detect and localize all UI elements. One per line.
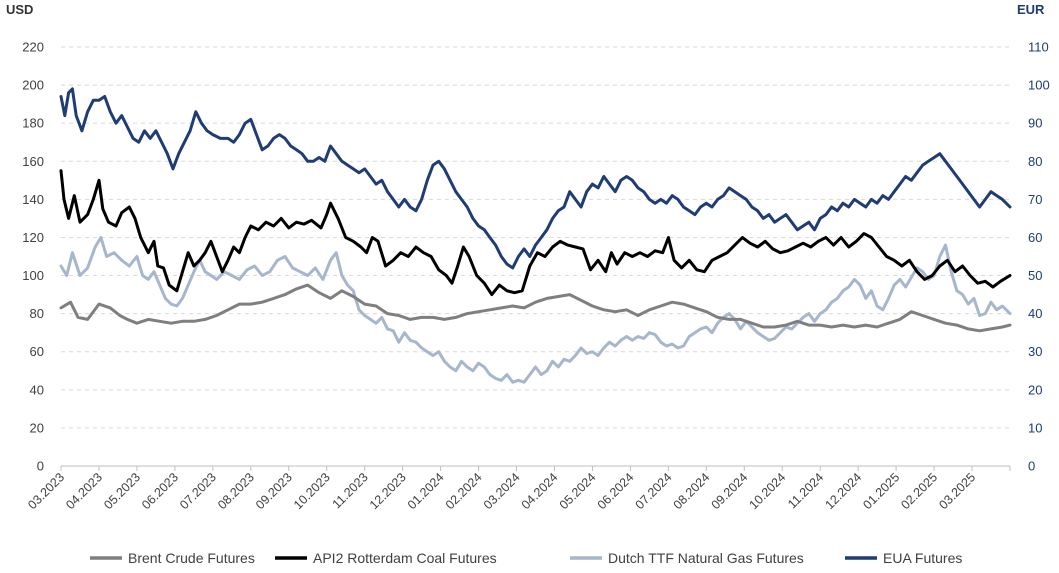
x-tick-label: 11.2024	[785, 470, 826, 511]
legend: Brent Crude Futures API2 Rotterdam Coal F…	[90, 550, 962, 566]
x-tick-label: 06.2024	[595, 470, 637, 512]
series-line-3	[59, 87, 1012, 270]
y-left-tick-label: 0	[37, 459, 44, 474]
series-line-2	[59, 236, 1012, 384]
x-tick-label: 05.2024	[557, 470, 599, 512]
y-left-tick-label: 200	[22, 78, 44, 93]
x-tick-label: 03.2024	[481, 470, 523, 512]
legend-label: Dutch TTF Natural Gas Futures	[608, 550, 804, 566]
y-right-tick-label: 30	[1028, 344, 1042, 359]
x-tick-labels: 03.202304.202305.202306.202307.202308.20…	[25, 470, 978, 512]
legend-label: EUA Futures	[883, 550, 962, 566]
y-left-axis-label: USD	[6, 2, 33, 17]
series-line-1	[59, 169, 1012, 297]
x-tick-label: 01.2025	[860, 470, 902, 512]
x-tick-label: 10.2023	[291, 470, 333, 512]
x-tick-label: 07.2024	[633, 470, 675, 512]
y-left-tick-label: 100	[22, 268, 44, 283]
y-right-tick-label: 40	[1028, 306, 1042, 321]
series-line-0	[59, 283, 1012, 333]
x-tick-label: 02.2024	[443, 470, 485, 512]
x-tick-label: 09.2024	[709, 470, 751, 512]
y-right-axis-label: EUR	[1017, 2, 1045, 17]
y-right-tick-label: 20	[1028, 382, 1042, 397]
x-tick-label: 02.2025	[898, 470, 940, 512]
x-tick-label: 08.2024	[671, 470, 713, 512]
y-left-tick-label: 140	[22, 192, 44, 207]
x-tick-label: 03.2023	[25, 470, 67, 512]
y-right-tick-label: 80	[1028, 154, 1042, 169]
legend-label: API2 Rotterdam Coal Futures	[313, 550, 497, 566]
y-right-tick-label: 50	[1028, 268, 1042, 283]
x-tick-label: 11.2023	[330, 470, 371, 511]
x-tick-label: 12.2024	[822, 470, 864, 512]
x-tick-label: 03.2025	[936, 470, 978, 512]
y-left-tick-label: 80	[30, 306, 44, 321]
y-right-tick-label: 100	[1028, 78, 1050, 93]
y-right-tick-label: 10	[1028, 420, 1042, 435]
y-left-tick-label: 180	[22, 116, 44, 131]
y-right-tick-label: 0	[1028, 459, 1035, 474]
legend-label: Brent Crude Futures	[128, 550, 255, 566]
y-right-tick-label: 110	[1028, 40, 1049, 55]
y-left-tick-labels: 0 20 40 60 80 100 120 140 160 180 200 220	[22, 40, 44, 474]
y-left-tick-label: 60	[30, 344, 44, 359]
series-lines	[59, 87, 1012, 384]
gridlines	[61, 46, 1010, 429]
y-right-tick-label: 60	[1028, 230, 1042, 245]
x-tick-label: 10.2024	[747, 470, 789, 512]
x-tick-label: 04.2024	[519, 470, 561, 512]
x-tick-label: 12.2023	[367, 470, 409, 512]
y-left-tick-label: 160	[22, 154, 44, 169]
x-tick-label: 01.2024	[405, 470, 447, 512]
x-axis	[60, 465, 1011, 471]
x-tick-label: 08.2023	[215, 470, 257, 512]
y-left-tick-label: 40	[30, 382, 44, 397]
y-right-tick-label: 70	[1028, 192, 1042, 207]
x-tick-label: 09.2023	[253, 470, 295, 512]
y-right-tick-label: 90	[1028, 116, 1042, 131]
y-left-tick-label: 220	[22, 40, 44, 55]
y-left-tick-label: 20	[30, 420, 44, 435]
x-tick-label: 06.2023	[139, 470, 181, 512]
x-tick-label: 05.2023	[101, 470, 143, 512]
x-tick-label: 04.2023	[63, 470, 105, 512]
y-right-tick-labels: 0 10 20 30 40 50 60 70 80 90 100 110	[1028, 40, 1050, 474]
x-tick-label: 07.2023	[177, 470, 219, 512]
y-left-tick-label: 120	[22, 230, 44, 245]
